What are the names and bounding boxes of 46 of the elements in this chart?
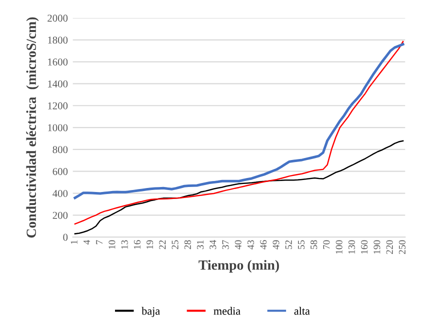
x-tick-label: 34 [210, 240, 216, 250]
x-tick-label: 31 [197, 240, 204, 250]
y-tick-label: 2000 [48, 14, 68, 22]
y-tick-label: 400 [52, 190, 68, 197]
x-tick-label: 55 [298, 240, 305, 250]
y-tick-label: 1000 [48, 124, 68, 132]
x-tick-label: 52 [285, 240, 292, 250]
line-series [74, 43, 404, 200]
x-tick-label: 250 [398, 240, 406, 254]
y-tick-label: 1200 [48, 102, 68, 110]
x-tick-label: 13 [121, 240, 128, 249]
y-tick-label: 600 [52, 168, 68, 176]
y-tick-label: 1600 [48, 58, 68, 66]
x-tick-label: 100 [336, 240, 342, 254]
x-tick-label: 37 [222, 240, 229, 250]
x-tick-label: 160 [361, 240, 368, 254]
y-tick-label: 200 [52, 212, 68, 219]
y-tick-label: 800 [52, 146, 68, 154]
x-tick-label: 58 [310, 240, 318, 250]
x-tick-label: 190 [374, 240, 380, 254]
legend-label: baja [142, 306, 160, 317]
x-tick-label: 130 [348, 240, 355, 254]
x-tick-label: 46 [260, 240, 267, 250]
x-tick-label: 19 [146, 240, 154, 249]
legend-label: media [214, 306, 240, 315]
line-series [74, 140, 404, 234]
x-tick-label: 7 [96, 240, 103, 244]
x-tick-label: 49 [272, 240, 280, 250]
x-tick-label: 43 [248, 240, 254, 250]
legend-label: alta [294, 306, 310, 315]
x-tick-label: 220 [386, 240, 393, 254]
x-tick-label: 22 [159, 240, 166, 250]
y-tick-label: 1400 [48, 80, 68, 88]
y-tick-label: 0 [63, 234, 68, 241]
line-series [74, 40, 404, 225]
x-tick-label: 10 [108, 240, 116, 249]
x-axis-title: Tiempo (min) [198, 260, 279, 273]
x-tick-label: 25 [172, 240, 178, 250]
y-tick-label: 1800 [48, 36, 68, 44]
x-tick-label: 70 [323, 240, 330, 249]
y-axis-title: Conductividad eléctrica (microS/cm) [26, 17, 39, 238]
x-tick-label: 4 [84, 240, 90, 245]
x-tick-label: 40 [234, 240, 242, 250]
x-tick-label: 28 [184, 240, 191, 250]
x-tick-label: 16 [134, 240, 140, 249]
x-tick-label: 1 [70, 240, 78, 244]
